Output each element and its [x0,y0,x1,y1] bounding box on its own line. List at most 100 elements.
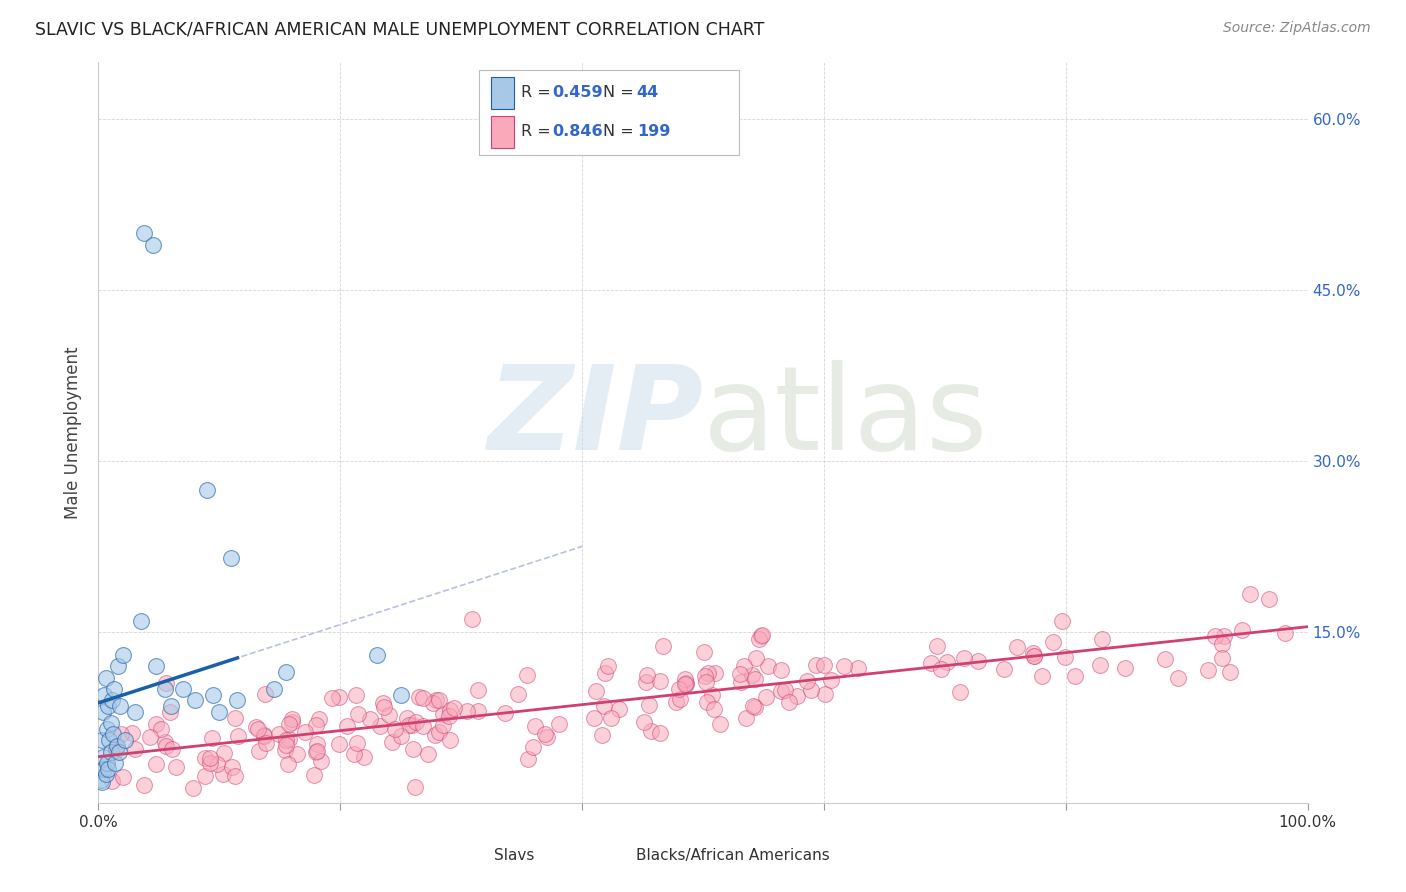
Point [702,688,724,702]
Point [373,696,395,710]
Point [308,712,330,726]
Point [1042,634,1064,648]
Point [208,705,231,719]
Point [598,659,620,673]
Point [93,762,115,776]
Point [1211,637,1233,651]
Point [108,745,131,759]
Point [309,755,332,769]
Point [1219,665,1241,679]
Point [305,718,328,732]
Point [245,720,267,734]
Point [274,739,297,753]
Point [675,677,697,691]
Point [640,723,662,738]
Point [1090,632,1112,647]
Point [100,693,122,707]
Point [121,726,143,740]
Point [305,743,328,757]
Point [439,703,461,717]
Point [96,756,118,771]
Point [650,674,672,689]
Point [359,712,381,726]
Point [253,687,276,701]
Point [437,708,460,723]
Point [728,667,751,681]
Point [202,688,225,702]
Point [925,639,948,653]
Point [91,705,114,719]
Point [224,710,246,724]
Point [328,690,350,704]
Point [181,781,204,796]
Point [796,673,818,688]
Point [820,673,842,687]
Point [111,648,134,662]
Point [637,698,659,712]
Point [522,740,544,755]
FancyBboxPatch shape [479,70,740,155]
Point [321,691,343,706]
Point [425,693,447,707]
FancyBboxPatch shape [600,841,627,870]
Point [224,769,246,783]
Point [652,640,675,654]
Point [404,780,426,794]
Point [274,733,297,747]
Point [1022,646,1045,660]
Point [346,706,368,721]
Point [228,729,250,743]
Point [108,698,131,713]
Point [547,717,569,731]
Point [422,696,444,710]
Point [100,745,122,759]
Point [733,659,755,673]
Point [285,747,308,761]
Point [155,739,177,753]
Point [1257,591,1279,606]
Point [336,719,359,733]
Point [786,689,808,703]
Point [936,656,959,670]
Point [600,710,623,724]
Text: Blacks/African Americans: Blacks/African Americans [637,848,831,863]
Text: N =: N = [603,86,638,100]
Point [160,742,183,756]
Point [344,689,367,703]
Point [967,653,990,667]
Point [328,737,350,751]
Point [278,716,301,731]
Text: SLAVIC VS BLACK/AFRICAN AMERICAN MALE UNEMPLOYMENT CORRELATION CHART: SLAVIC VS BLACK/AFRICAN AMERICAN MALE UN… [35,21,765,38]
Point [693,645,716,659]
Point [675,676,697,690]
Point [695,668,717,682]
Point [813,657,835,672]
Point [668,681,690,696]
Text: Source: ZipAtlas.com: Source: ZipAtlas.com [1223,21,1371,35]
Point [402,741,425,756]
Point [949,684,972,698]
Point [741,667,763,681]
Point [494,706,516,720]
Point [378,708,401,723]
Point [769,684,792,698]
Point [704,665,727,680]
Point [150,722,173,736]
Text: 0.846: 0.846 [553,125,603,139]
Point [703,702,725,716]
Point [735,710,758,724]
Point [305,737,328,751]
Point [281,712,304,726]
Point [346,736,368,750]
Point [160,698,183,713]
Point [1022,649,1045,664]
Point [1274,625,1296,640]
Point [953,651,976,665]
Point [198,751,221,765]
Point [124,742,146,756]
Point [517,752,540,766]
Point [636,674,658,689]
Point [124,705,146,719]
Point [91,733,114,747]
Point [159,706,181,720]
